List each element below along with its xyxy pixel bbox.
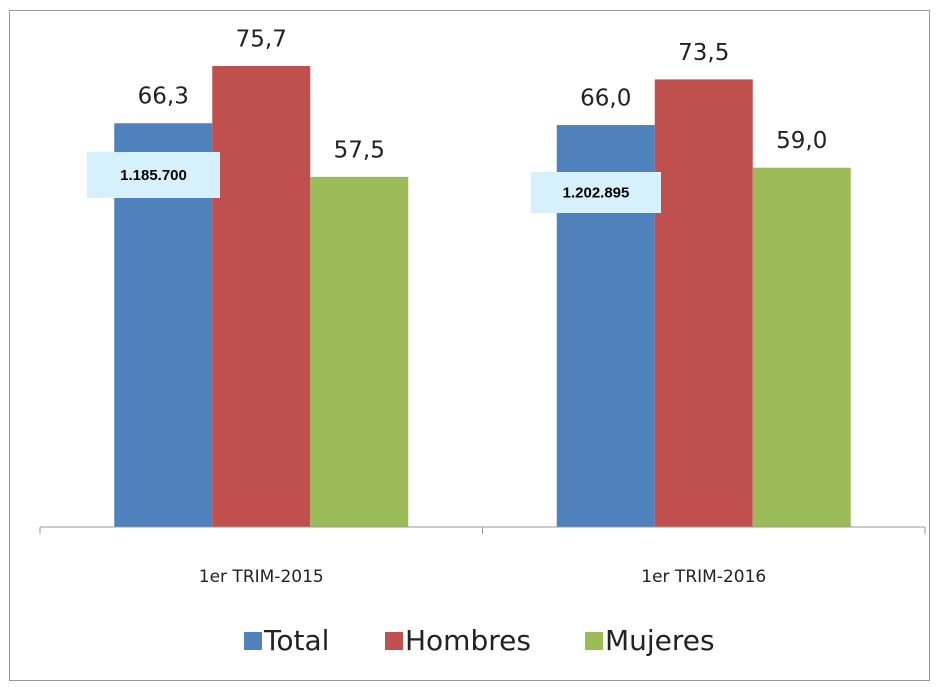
data-label: 66,3 — [138, 84, 189, 110]
bar — [310, 176, 409, 527]
data-label: 75,7 — [236, 26, 287, 52]
legend-swatch — [385, 632, 403, 650]
legend-swatch — [244, 632, 262, 650]
data-label: 66,0 — [580, 86, 631, 112]
data-label: 73,5 — [678, 40, 729, 66]
legend-label: Mujeres — [605, 624, 715, 657]
data-label: 59,0 — [776, 128, 827, 154]
data-label: 57,5 — [334, 137, 385, 163]
annotation: 1.202.895 — [563, 184, 630, 201]
bar — [752, 167, 851, 527]
x-tick-label: 1er TRIM-2016 — [641, 567, 766, 587]
bar — [212, 65, 311, 527]
legend-swatch — [585, 632, 603, 650]
legend-label: Total — [263, 624, 329, 657]
annotation-box — [531, 172, 661, 213]
x-tick-label: 1er TRIM-2015 — [199, 567, 324, 587]
annotation-box — [87, 152, 220, 198]
legend-label: Hombres — [405, 624, 531, 657]
annotation: 1.185.700 — [120, 167, 187, 184]
bar — [654, 79, 753, 527]
